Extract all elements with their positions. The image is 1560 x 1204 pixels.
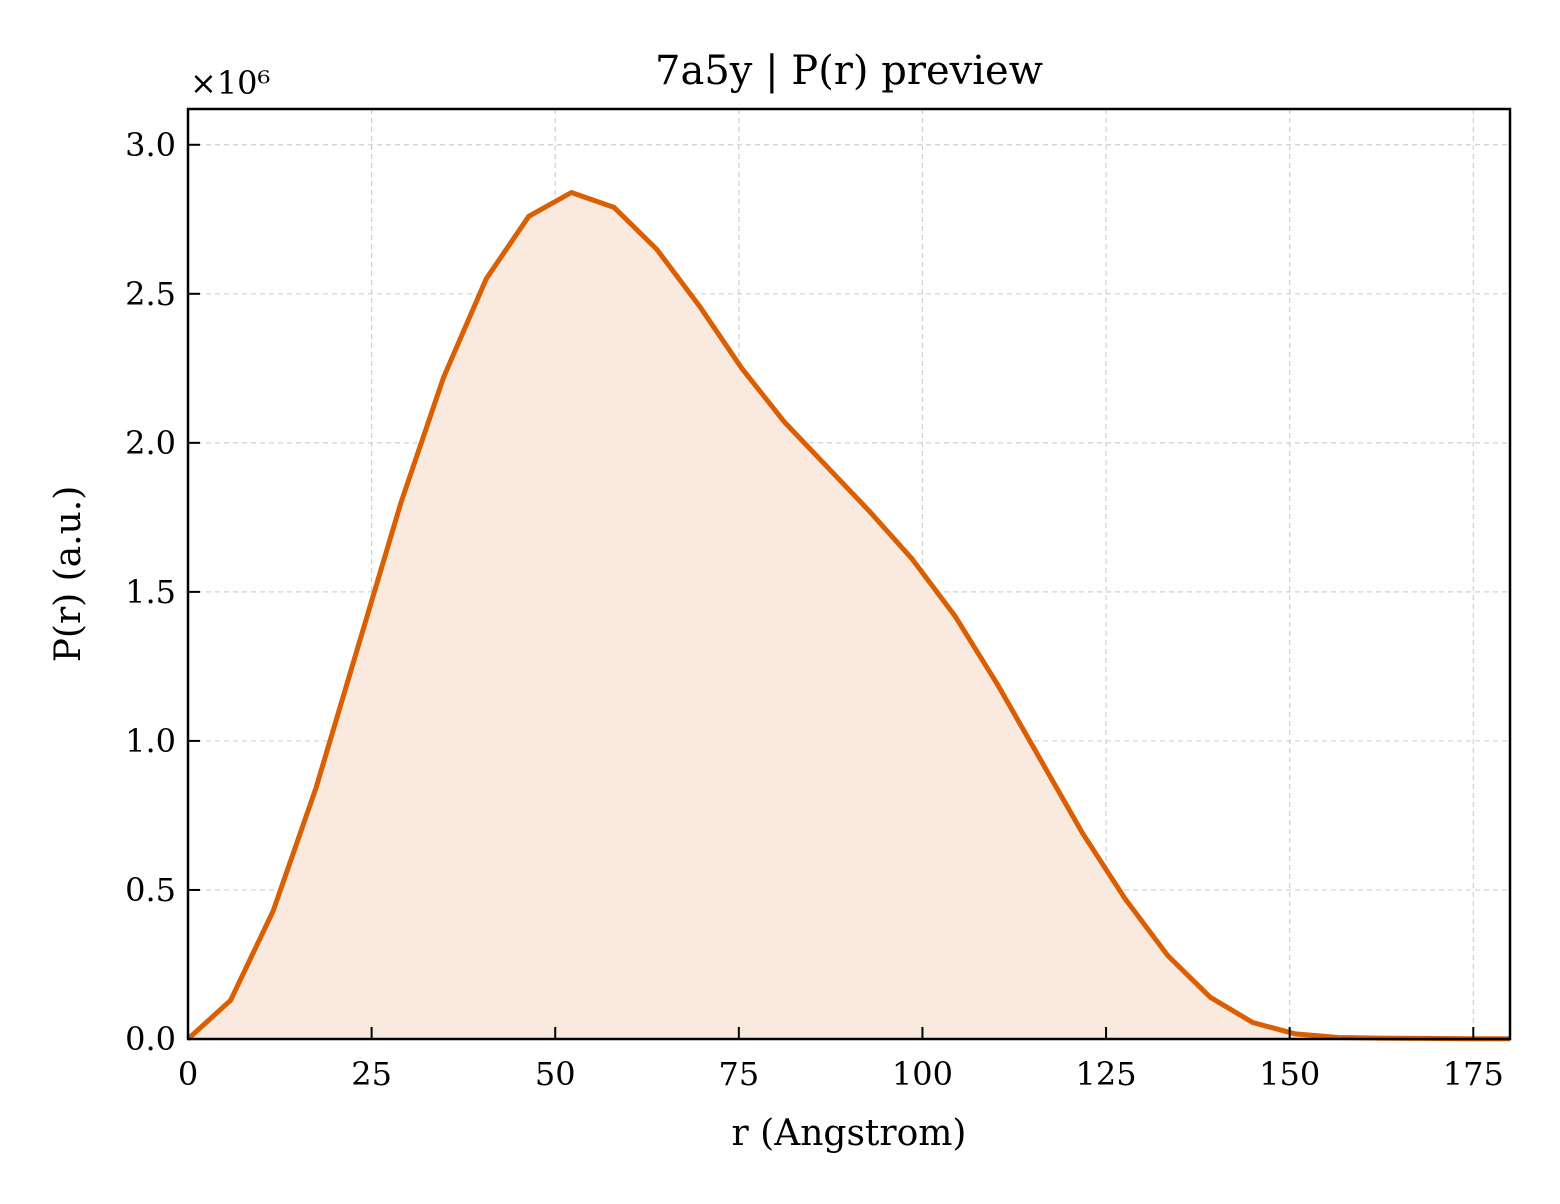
x-tick-label: 100	[892, 1055, 953, 1093]
x-tick-label: 175	[1443, 1055, 1504, 1093]
x-tick-label: 75	[718, 1055, 759, 1093]
y-multiplier-label: ×10⁶	[190, 64, 270, 102]
x-tick-label: 125	[1076, 1055, 1137, 1093]
y-tick-label: 3.0	[125, 126, 176, 164]
x-tick-label: 0	[178, 1055, 198, 1093]
y-tick-label: 0.0	[125, 1020, 176, 1058]
y-tick-label: 2.5	[125, 275, 176, 313]
series-line	[186, 190, 1510, 1042]
x-tick-label: 25	[351, 1055, 392, 1093]
plot-frame	[186, 107, 1512, 1041]
x-tick-label: 50	[535, 1055, 576, 1093]
y-tick-label: 2.0	[125, 424, 176, 462]
area-fill	[188, 192, 1510, 1039]
ticks: 0 25 50 75 100 125 150 175 0.0 0.5 1.0 1.5 2.0 2.5 3.0	[125, 126, 1504, 1093]
x-tick-label: 150	[1259, 1055, 1320, 1093]
y-tick-label: 1.0	[125, 722, 176, 760]
x-axis-label: r (Angstrom)	[732, 1113, 967, 1154]
y-tick-label: 1.5	[125, 573, 176, 611]
y-tick-label: 0.5	[125, 871, 176, 909]
y-axis-label: P(r) (a.u.)	[48, 486, 89, 663]
chart-title: 7a5y | P(r) preview	[655, 48, 1043, 94]
